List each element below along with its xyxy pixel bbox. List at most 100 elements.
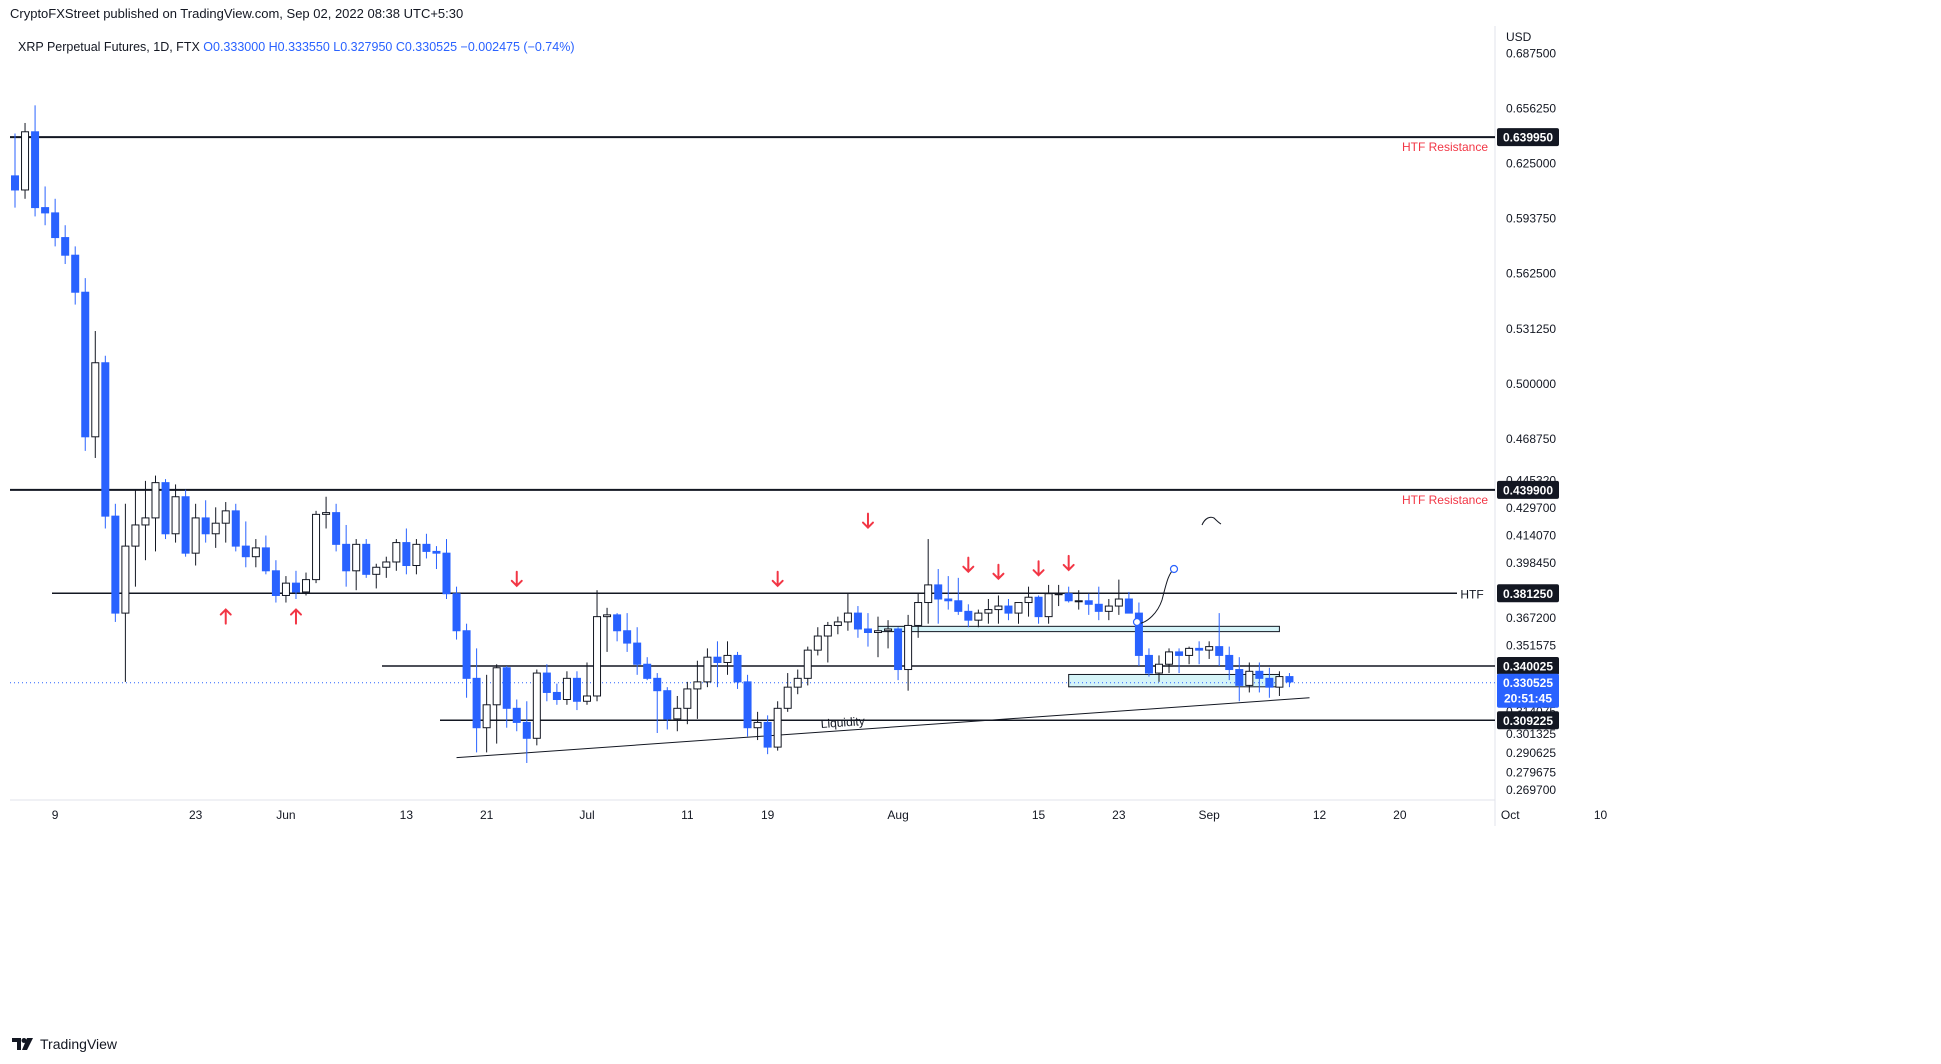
- candle-body[interactable]: [482, 704, 491, 729]
- candle-body[interactable]: [703, 656, 712, 683]
- candle-body[interactable]: [793, 677, 802, 688]
- candle-body[interactable]: [221, 510, 230, 524]
- candle-body[interactable]: [643, 663, 652, 679]
- candle-body[interactable]: [723, 654, 732, 663]
- candle-body[interactable]: [281, 582, 290, 596]
- candle-body[interactable]: [1175, 651, 1184, 656]
- candle-body[interactable]: [713, 656, 722, 663]
- candle-body[interactable]: [562, 677, 571, 701]
- candle-body[interactable]: [392, 542, 401, 563]
- candle-body[interactable]: [141, 517, 150, 526]
- candle-body[interactable]: [412, 543, 421, 567]
- candle-body[interactable]: [863, 628, 872, 634]
- candle-body[interactable]: [121, 545, 130, 614]
- candle-body[interactable]: [201, 517, 210, 535]
- candle-body[interactable]: [1094, 603, 1103, 612]
- projection-anchor-end[interactable]: [1169, 564, 1179, 574]
- candle-body[interactable]: [1185, 647, 1194, 656]
- candle-body[interactable]: [342, 543, 351, 572]
- candle-body[interactable]: [653, 677, 662, 692]
- candle-body[interactable]: [884, 628, 893, 632]
- candle-body[interactable]: [111, 515, 120, 614]
- candle-body[interactable]: [1024, 596, 1033, 604]
- candle-body[interactable]: [572, 677, 581, 702]
- candle-body[interactable]: [41, 207, 50, 214]
- candle-body[interactable]: [894, 628, 903, 671]
- candle-body[interactable]: [783, 686, 792, 709]
- candle-body[interactable]: [161, 482, 170, 535]
- candle-body[interactable]: [1245, 670, 1254, 686]
- candle-body[interactable]: [1054, 593, 1063, 596]
- candle-body[interactable]: [181, 496, 190, 554]
- candle-body[interactable]: [964, 610, 973, 621]
- candle-body[interactable]: [914, 602, 923, 626]
- candle-body[interactable]: [1154, 663, 1163, 674]
- candle-body[interactable]: [1044, 593, 1053, 618]
- candle-body[interactable]: [633, 642, 642, 665]
- candle-body[interactable]: [231, 510, 240, 547]
- candle-body[interactable]: [984, 609, 993, 614]
- candle-body[interactable]: [51, 212, 60, 239]
- candle-body[interactable]: [753, 721, 762, 729]
- candle-body[interactable]: [743, 681, 752, 729]
- candle-body[interactable]: [1195, 647, 1204, 651]
- candle-body[interactable]: [101, 362, 110, 517]
- candle-body[interactable]: [843, 612, 852, 623]
- candle-body[interactable]: [693, 681, 702, 690]
- candle-body[interactable]: [813, 635, 822, 651]
- candle-body[interactable]: [91, 362, 100, 438]
- candle-body[interactable]: [1034, 596, 1043, 618]
- candle-body[interactable]: [874, 630, 883, 634]
- candle-body[interactable]: [673, 707, 682, 720]
- candle-body[interactable]: [322, 512, 331, 515]
- candle-body[interactable]: [1064, 593, 1073, 602]
- candle-body[interactable]: [382, 561, 391, 568]
- candle-body[interactable]: [994, 605, 1003, 611]
- candle-body[interactable]: [402, 542, 411, 567]
- candle-body[interactable]: [763, 721, 772, 748]
- candle-body[interactable]: [31, 131, 40, 209]
- candle-body[interactable]: [492, 667, 501, 706]
- candle-body[interactable]: [1104, 605, 1113, 612]
- candle-body[interactable]: [542, 672, 551, 693]
- candle-body[interactable]: [773, 707, 782, 748]
- candle-body[interactable]: [211, 522, 220, 535]
- candle-body[interactable]: [833, 621, 842, 626]
- candle-body[interactable]: [532, 672, 541, 739]
- candle-body[interactable]: [512, 707, 521, 723]
- candle-body[interactable]: [362, 543, 371, 575]
- candle-body[interactable]: [1014, 602, 1023, 614]
- candle-body[interactable]: [904, 624, 913, 671]
- candle-body[interactable]: [803, 649, 812, 679]
- candle-body[interactable]: [613, 614, 622, 632]
- candle-body[interactable]: [934, 584, 943, 600]
- candle-body[interactable]: [352, 543, 361, 572]
- symbol-name[interactable]: XRP Perpetual Futures, 1D, FTX: [18, 40, 200, 54]
- candle-body[interactable]: [853, 612, 862, 630]
- candle-body[interactable]: [71, 254, 80, 293]
- candle-body[interactable]: [241, 545, 250, 558]
- candle-body[interactable]: [1144, 654, 1153, 674]
- candle-body[interactable]: [924, 584, 933, 604]
- candle-body[interactable]: [1165, 651, 1174, 665]
- candle-body[interactable]: [552, 691, 561, 701]
- candle-body[interactable]: [271, 570, 280, 596]
- candle-body[interactable]: [823, 624, 832, 637]
- candle-body[interactable]: [11, 175, 19, 191]
- candle-body[interactable]: [312, 513, 321, 581]
- brand-name[interactable]: TradingView: [40, 1036, 118, 1052]
- candle-body[interactable]: [452, 593, 461, 632]
- candle-body[interactable]: [1285, 676, 1294, 683]
- candle-body[interactable]: [131, 524, 140, 547]
- projection-path[interactable]: [1136, 568, 1175, 625]
- candle-body[interactable]: [21, 131, 30, 191]
- candle-body[interactable]: [1074, 600, 1083, 603]
- candle-body[interactable]: [1134, 612, 1143, 656]
- candle-body[interactable]: [472, 677, 481, 729]
- candle-body[interactable]: [974, 612, 983, 621]
- candle-body[interactable]: [302, 579, 311, 593]
- candle-body[interactable]: [462, 630, 471, 679]
- candle-body[interactable]: [1205, 646, 1214, 651]
- candle-body[interactable]: [291, 582, 300, 593]
- candle-body[interactable]: [81, 291, 90, 438]
